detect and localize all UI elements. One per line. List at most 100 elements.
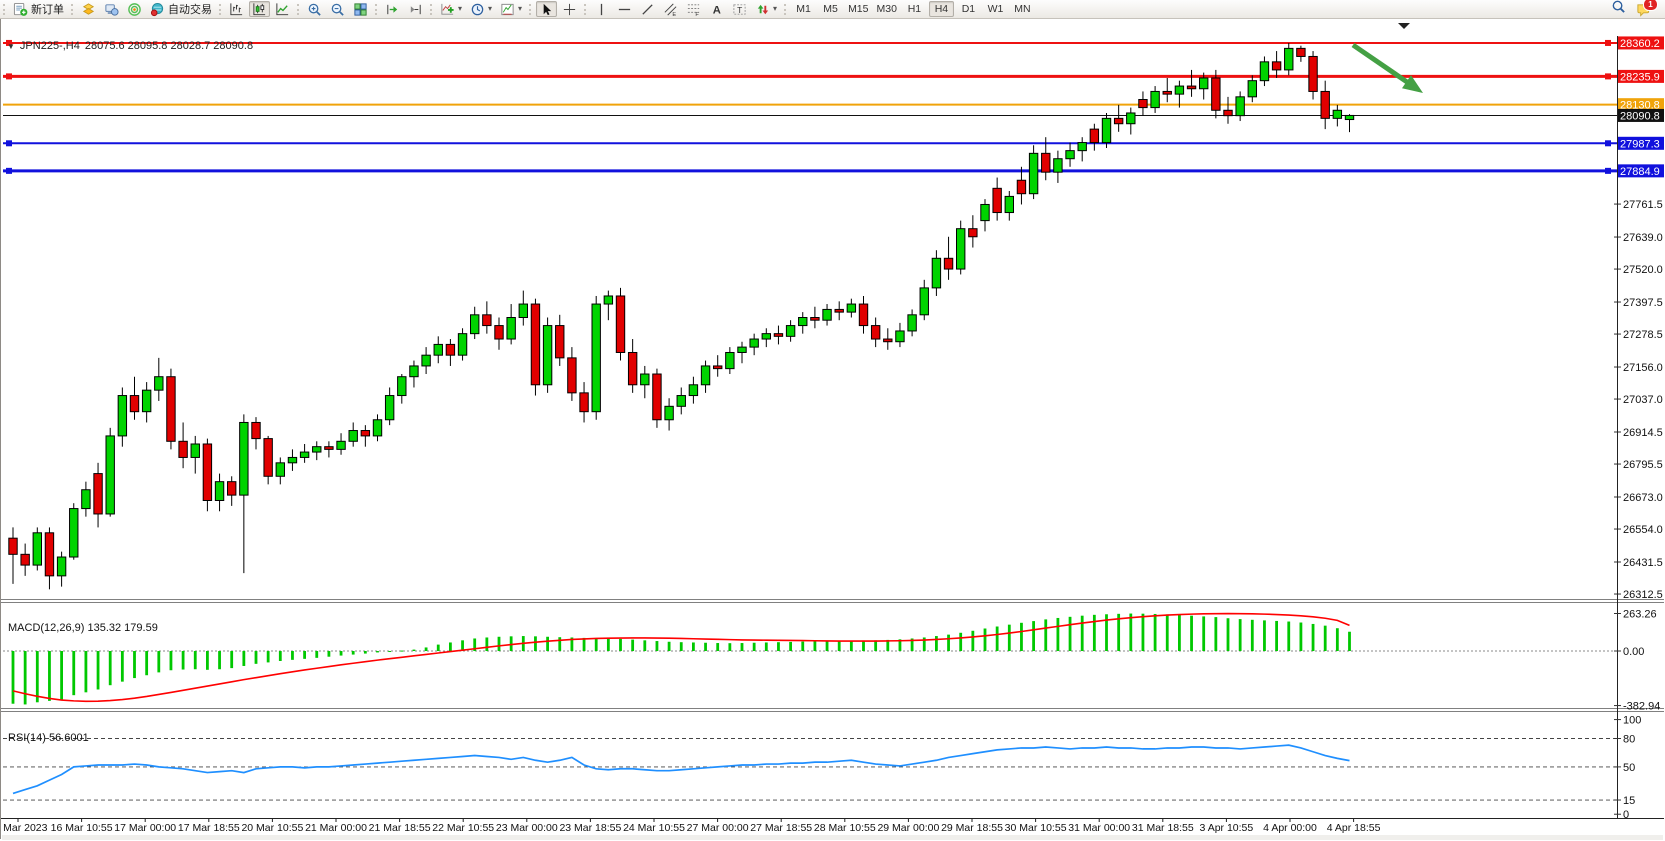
bull-candle [822, 308, 832, 321]
macd-histogram-bar [412, 649, 416, 652]
bear-candle [883, 338, 893, 343]
macd-histogram-bar [1056, 617, 1060, 652]
toolbar-drag-handle[interactable] [430, 3, 432, 15]
equidistant-channel-button[interactable]: E [660, 1, 681, 17]
macd-histogram-bar [643, 640, 647, 652]
line-anchor-handle[interactable] [6, 140, 12, 147]
chart-shift-marker-icon[interactable] [1398, 23, 1410, 29]
new-order-button[interactable]: 新订单 [10, 1, 67, 17]
indicators-button[interactable]: ▾ [437, 1, 465, 17]
timeframe-d1-button[interactable]: D1 [956, 1, 981, 17]
toolbar-drag-handle[interactable] [375, 3, 377, 15]
toolbar-drag-handle[interactable] [584, 3, 587, 15]
timeframe-m30-button[interactable]: M30 [874, 1, 900, 17]
macd-histogram-bar [1007, 624, 1011, 652]
chevron-down-icon: ▾ [518, 4, 523, 13]
crosshair-button[interactable] [559, 1, 580, 17]
timeframe-mn-button[interactable]: MN [1010, 1, 1035, 17]
line-anchor-handle[interactable] [6, 167, 12, 174]
zoom-in-button[interactable] [304, 1, 325, 17]
vertical-line-button[interactable] [591, 1, 612, 17]
bull-candle [141, 389, 152, 413]
chart-title-row: ▼ JPN225-,H4 28075.6 28095.8 28028.7 280… [7, 39, 253, 53]
rsi-tick-label: 15 [1623, 795, 1635, 807]
auto-scroll-button[interactable] [382, 1, 403, 17]
candlestick-chart-button[interactable] [249, 1, 270, 17]
macd-histogram-bar [534, 636, 537, 652]
line-anchor-handle[interactable] [1605, 39, 1611, 46]
toolbar-drag-handle[interactable] [219, 3, 221, 15]
bear-candle [834, 308, 844, 313]
timeframe-m15-button[interactable]: M15 [845, 1, 871, 17]
line-chart-button[interactable] [272, 1, 293, 17]
timeframe-w1-button[interactable]: W1 [983, 1, 1008, 17]
macd-histogram-bar [728, 643, 732, 652]
text-label-button[interactable]: T [729, 1, 750, 17]
macd-histogram-bar [837, 640, 841, 652]
timeframe-h1-button[interactable]: H1 [902, 1, 927, 17]
bear-candle [251, 421, 261, 440]
chart-shift-button[interactable] [405, 1, 426, 17]
zoom-out-button[interactable] [327, 1, 348, 17]
terminal-button[interactable] [101, 1, 122, 17]
macd-histogram-bar [169, 651, 173, 671]
time-tick-label: 17 Mar 00:00 [114, 822, 176, 834]
bull-candle [518, 303, 528, 318]
timeframe-m5-button[interactable]: M5 [818, 1, 843, 17]
macd-histogram-bar [1068, 616, 1072, 652]
chart-dropdown-icon[interactable]: ▼ [7, 41, 15, 51]
bar-chart-icon [230, 2, 243, 15]
arrows-button[interactable]: ▾ [752, 1, 780, 17]
bull-candle [1150, 90, 1160, 109]
time-tick-label: 21 Mar 18:55 [369, 822, 431, 834]
timeframe-h4-button[interactable]: H4 [928, 1, 954, 17]
trend-arrow-annotation[interactable] [1351, 42, 1423, 93]
macd-histogram-bar [120, 651, 124, 682]
notifications-button[interactable]: 1 [1636, 0, 1658, 17]
rsi-tick-label: 0 [1623, 809, 1629, 821]
toolbar-drag-handle[interactable] [297, 3, 299, 15]
line-anchor-handle[interactable] [1605, 73, 1611, 80]
toolbar-drag-handle[interactable] [784, 3, 787, 15]
line-anchor-handle[interactable] [6, 39, 12, 46]
trendline-button[interactable] [637, 1, 658, 17]
timeframe-m1-button[interactable]: M1 [791, 1, 816, 17]
macd-histogram-bar [1165, 614, 1169, 652]
price-tick-label: 27761.5 [1623, 199, 1663, 211]
fibonacci-button[interactable]: F [683, 1, 704, 17]
line-anchor-handle[interactable] [6, 73, 12, 80]
templates-button[interactable]: ▾ [497, 1, 525, 17]
periods-button[interactable]: ▾ [467, 1, 495, 17]
bear-candle [166, 376, 176, 442]
tile-windows-button[interactable] [350, 1, 371, 17]
autotrading-button[interactable]: 自动交易 [147, 1, 215, 17]
layers-button[interactable] [78, 1, 99, 17]
signal-button[interactable] [124, 1, 145, 17]
bull-candle [1235, 96, 1245, 117]
macd-histogram-bar [60, 651, 63, 700]
bear-candle [858, 303, 869, 327]
toolbar-drag-handle[interactable] [71, 3, 73, 15]
horizontal-lines-layer [3, 39, 1617, 174]
bear-candle [1271, 61, 1282, 71]
horizontal-line-button[interactable] [614, 1, 635, 17]
line-anchor-handle[interactable] [1605, 167, 1611, 174]
bear-candle [482, 314, 492, 327]
bear-candle [1138, 99, 1148, 109]
price-tick-label: 27156.0 [1623, 362, 1663, 374]
toolbar-drag-handle[interactable] [529, 3, 532, 15]
toolbar-drag-handle[interactable] [3, 3, 5, 15]
bar-chart-button[interactable] [226, 1, 247, 17]
line-anchor-handle[interactable] [1605, 140, 1611, 147]
layers-icon [82, 2, 95, 15]
cursor-button[interactable] [536, 1, 558, 17]
price-axis[interactable]: 27761.5 27639.0 27520.0 27397.5 27278.5 27156… [1614, 36, 1664, 601]
bear-candle [494, 325, 504, 340]
macd-histogram-bar [23, 651, 27, 705]
bull-candle [239, 421, 249, 496]
macd-histogram-bar [1032, 621, 1035, 652]
text-button[interactable]: A [706, 1, 727, 17]
search-button[interactable] [1611, 0, 1626, 19]
toolbar-group: 新订单 [0, 0, 68, 18]
